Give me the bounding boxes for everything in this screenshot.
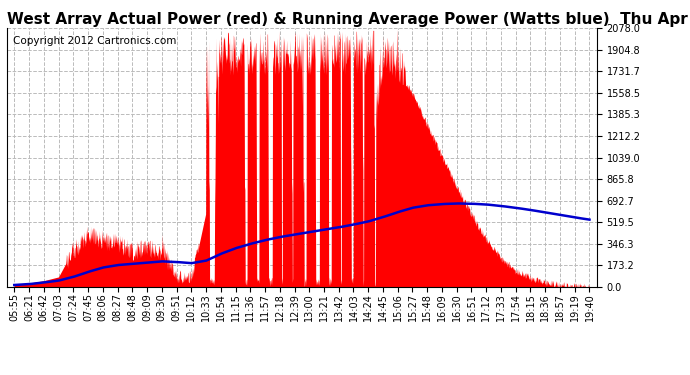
Text: West Array Actual Power (red) & Running Average Power (Watts blue)  Thu Apr 26 1: West Array Actual Power (red) & Running … [7,12,690,27]
Text: Copyright 2012 Cartronics.com: Copyright 2012 Cartronics.com [13,36,176,46]
